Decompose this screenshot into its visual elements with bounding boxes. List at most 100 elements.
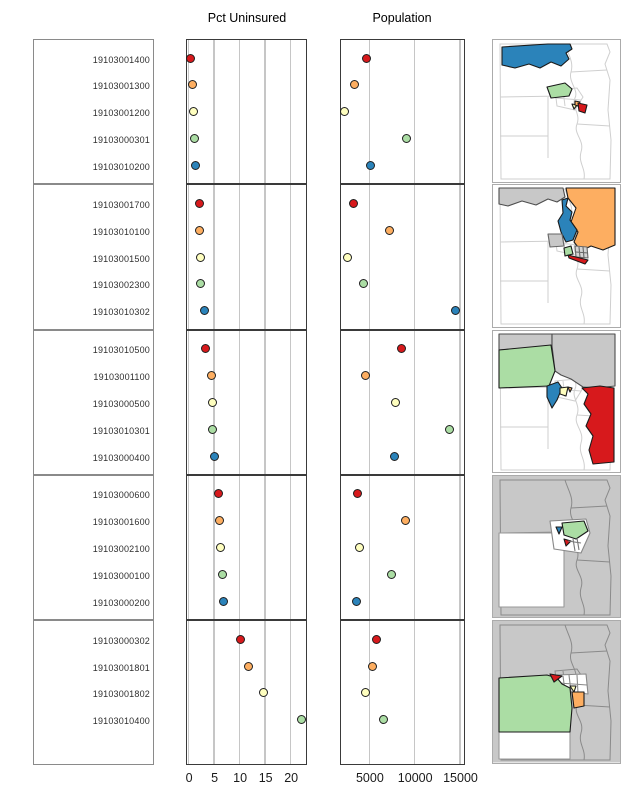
pop-dot (386, 570, 396, 580)
tract-id-label: 19103001200 (92, 108, 150, 119)
pct-dot (219, 596, 229, 606)
pop-dot (445, 424, 455, 434)
tract-id-label: 19103010100 (92, 226, 150, 237)
tract-id-label: 19103010400 (92, 716, 150, 727)
gridline (264, 40, 266, 184)
pct-axis-tick-label: 15 (258, 771, 273, 785)
pop-dot (365, 161, 375, 171)
pct-uninsured-column-title: Pct Uninsured (207, 11, 287, 25)
gridline (213, 621, 215, 765)
map-region-white (498, 532, 565, 608)
pop-dot (343, 252, 353, 262)
pop-panel (339, 39, 465, 185)
pop-dot (391, 397, 401, 407)
pop-dot (384, 225, 394, 235)
map-region-white (498, 731, 571, 760)
tract-id-label: 19103001700 (92, 199, 150, 210)
map-boundary-line (570, 505, 608, 509)
map-region-grey (547, 233, 565, 248)
map-region-yellow (559, 386, 569, 397)
gridline (289, 185, 292, 329)
gridline (413, 40, 416, 184)
gridline (213, 475, 215, 620)
map-region-green (561, 520, 589, 540)
tract-map-svg (493, 621, 620, 763)
pop-dot (352, 596, 362, 606)
pop-axis-tick-label: 15000 (443, 771, 478, 785)
pct-dot (215, 516, 225, 526)
tract-map-svg (493, 475, 620, 618)
gridline (459, 185, 461, 329)
pop-axis-tick-label: 10000 (397, 771, 433, 785)
pop-dot (360, 370, 370, 380)
pct-axis-tick-label: 10 (233, 771, 248, 785)
pct-dot (196, 279, 206, 289)
pct-dot (200, 344, 210, 354)
tract-id-label: 19103001400 (92, 54, 150, 65)
gridline (289, 475, 292, 620)
pop-dot (396, 344, 406, 354)
pop-dot (400, 516, 410, 526)
tract-map-svg (493, 40, 620, 182)
gridline (238, 330, 241, 474)
gridline (368, 185, 371, 329)
tract-id-label: 19103001600 (92, 517, 150, 528)
pop-axis-tick-label: 5000 (355, 771, 384, 785)
tract-id-label: 19103000302 (92, 635, 150, 646)
pct-dot (207, 397, 217, 407)
pct-dot (189, 134, 199, 144)
gridline (459, 40, 461, 184)
tract-id-label: 19103010200 (92, 162, 150, 173)
map-region-red (567, 254, 589, 265)
gridline (289, 40, 292, 184)
map-boundary-line (575, 247, 589, 259)
map-thumbnail (492, 474, 621, 619)
gridline (187, 475, 190, 620)
gridline (264, 475, 266, 620)
pop-dot (372, 634, 382, 644)
pct-dot (259, 688, 269, 698)
pct-dot (199, 306, 209, 316)
pct-axis-tick-label: 0 (185, 771, 193, 785)
pop-panel (340, 184, 465, 330)
pct-dot (195, 252, 205, 262)
tract-id-label: 19103000200 (92, 597, 150, 608)
map-boundary-line (576, 123, 611, 127)
gridline (187, 621, 190, 765)
pct-dot (207, 424, 217, 434)
map-region-blue (557, 197, 578, 243)
pop-dot (349, 80, 359, 90)
pop-dot (450, 306, 460, 316)
map-thumbnail (492, 184, 621, 328)
gridline (413, 330, 416, 474)
gridline (238, 475, 241, 620)
pop-dot (354, 543, 364, 553)
tract-id-label: 19103000500 (92, 398, 150, 409)
map-boundary-line (558, 675, 588, 694)
map-region-grey (498, 187, 566, 207)
pct-panel (186, 620, 307, 766)
pop-panel (340, 620, 465, 766)
pct-dot (186, 53, 196, 63)
map-boundary-line (564, 43, 585, 180)
map-boundary-line (570, 650, 608, 654)
map-boundary-line (554, 97, 582, 101)
population-column-title: Population (372, 11, 432, 25)
tract-map-svg (493, 330, 620, 473)
pop-dot (379, 715, 389, 725)
pct-dot (244, 661, 254, 671)
tract-label-panel: 19103001400 19103001300 19103001200 1910300… (33, 39, 154, 185)
tract-id-label: 19103001802 (92, 689, 150, 700)
gridline (368, 330, 371, 474)
map-region-green (563, 245, 574, 257)
tract-id-label: 19103001100 (93, 371, 150, 382)
gridline (264, 185, 266, 329)
tract-label-panel: 19103000600 19103001600 19103002100 1910300… (33, 474, 154, 621)
tract-id-label: 19103000100 (92, 571, 150, 582)
pct-dot (206, 370, 216, 380)
pct-axis-tick-label: 20 (284, 771, 299, 785)
pop-dot (401, 134, 411, 144)
pop-panel (340, 329, 465, 475)
pct-panel (186, 39, 307, 185)
